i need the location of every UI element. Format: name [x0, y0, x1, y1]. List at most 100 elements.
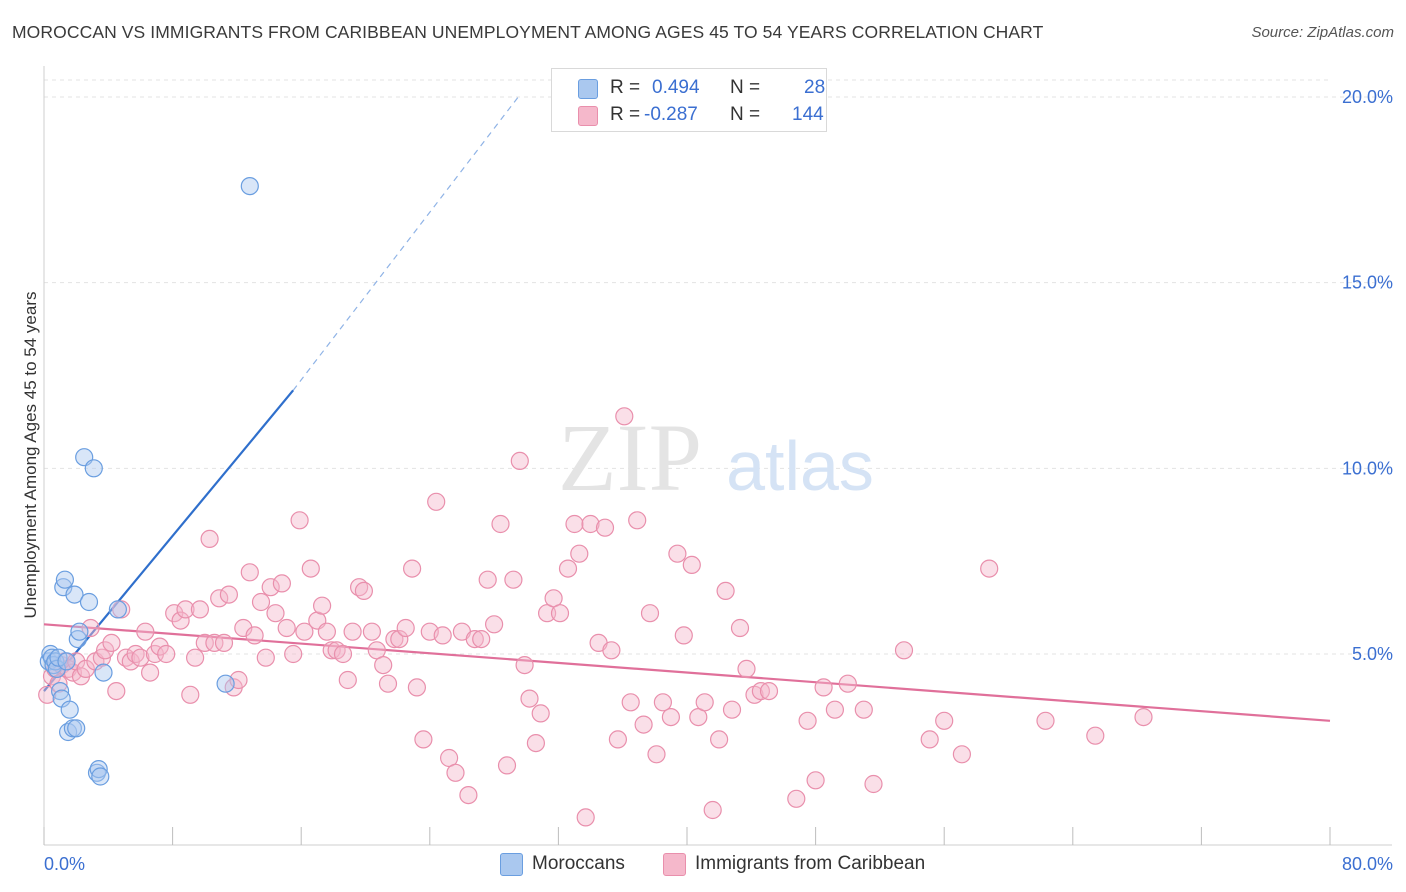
point-caribbean: [171, 611, 190, 630]
point-caribbean: [181, 685, 200, 704]
point-caribbean: [407, 678, 426, 697]
point-caribbean: [446, 763, 465, 782]
point-caribbean: [787, 789, 806, 808]
point-caribbean: [722, 700, 742, 719]
point-caribbean: [1086, 726, 1105, 745]
point-caribbean: [608, 730, 628, 749]
point-caribbean: [558, 559, 578, 578]
point-caribbean: [537, 604, 557, 623]
point-caribbean: [894, 641, 914, 660]
point-caribbean: [864, 774, 883, 794]
point-caribbean: [81, 618, 100, 638]
point-caribbean: [478, 570, 497, 589]
data-points: [38, 177, 1153, 827]
y-tick-label: 5.0%: [1352, 644, 1393, 664]
point-caribbean: [565, 514, 584, 534]
point-caribbean: [576, 808, 595, 827]
point-caribbean: [550, 604, 570, 623]
point-moroccans: [57, 652, 76, 671]
point-caribbean: [952, 745, 972, 764]
point-caribbean: [403, 559, 422, 578]
point-caribbean: [459, 785, 478, 805]
legend-swatch-blue: [578, 79, 598, 99]
point-caribbean: [814, 678, 833, 697]
point-caribbean: [485, 615, 504, 634]
point-caribbean: [531, 704, 550, 723]
n-value: 144: [792, 104, 824, 125]
point-caribbean: [647, 745, 666, 764]
point-caribbean: [520, 689, 539, 708]
point-moroccans: [70, 622, 89, 641]
point-caribbean: [716, 581, 735, 601]
point-caribbean: [695, 693, 714, 712]
point-caribbean: [107, 681, 126, 701]
point-caribbean: [935, 711, 954, 730]
point-caribbean: [95, 641, 115, 660]
point-caribbean: [510, 451, 529, 470]
point-caribbean: [322, 641, 341, 660]
legend-label: Moroccans: [532, 853, 625, 874]
point-moroccans: [55, 570, 75, 589]
point-caribbean: [640, 604, 660, 623]
chart-title: MOROCCAN VS IMMIGRANTS FROM CARIBBEAN UN…: [12, 22, 1044, 42]
point-caribbean: [374, 655, 393, 675]
point-caribbean: [333, 644, 353, 664]
point-caribbean: [472, 629, 491, 649]
point-caribbean: [581, 514, 600, 534]
point-caribbean: [570, 544, 589, 563]
point-caribbean: [653, 693, 673, 712]
point-caribbean: [433, 626, 452, 645]
point-caribbean: [157, 644, 176, 664]
point-moroccans: [67, 719, 86, 738]
point-caribbean: [301, 559, 320, 578]
point-caribbean: [261, 578, 280, 597]
point-caribbean: [798, 711, 817, 730]
watermark-atlas: atlas: [726, 427, 874, 505]
point-caribbean: [737, 659, 756, 679]
source-label: Source: ZipAtlas.com: [1251, 24, 1394, 41]
legend-swatch-blue: [500, 853, 523, 876]
point-caribbean: [240, 563, 259, 582]
point-moroccans: [84, 459, 103, 478]
point-caribbean: [295, 622, 314, 641]
point-caribbean: [378, 674, 398, 693]
point-caribbean: [343, 622, 362, 641]
point-caribbean: [825, 700, 845, 719]
point-moroccans: [216, 674, 235, 693]
x-tick-label: 80.0%: [1342, 854, 1393, 874]
y-tick-label: 20.0%: [1342, 87, 1393, 107]
point-caribbean: [136, 622, 155, 641]
point-caribbean: [634, 715, 653, 734]
point-caribbean: [362, 622, 381, 641]
point-moroccans: [68, 629, 87, 649]
point-moroccans: [54, 578, 73, 597]
point-caribbean: [313, 596, 332, 615]
point-caribbean: [165, 604, 184, 623]
point-caribbean: [682, 555, 701, 575]
point-moroccans: [94, 663, 113, 682]
point-caribbean: [838, 674, 857, 693]
point-caribbean: [920, 730, 939, 749]
trend-line-caribbean: [43, 623, 1331, 722]
point-caribbean: [1036, 711, 1055, 730]
point-caribbean: [615, 407, 634, 426]
point-caribbean: [806, 771, 825, 790]
y-tick-label: 10.0%: [1342, 458, 1393, 478]
point-moroccans: [91, 767, 110, 786]
point-caribbean: [317, 622, 336, 641]
axes: [43, 66, 1392, 846]
x-tick-label: 0.0%: [44, 854, 85, 874]
point-caribbean: [854, 700, 873, 719]
n-label: N =: [730, 104, 761, 125]
point-caribbean: [210, 589, 229, 608]
point-caribbean: [414, 730, 433, 749]
stats-legend: R = 0.494 N = 28 R = -0.287 N = 144: [551, 68, 827, 132]
point-moroccans: [79, 592, 99, 612]
point-caribbean: [234, 618, 253, 638]
tick-labels: 5.0% 10.0% 15.0% 20.0% 0.0% 80.0%: [44, 87, 1393, 874]
point-caribbean: [245, 626, 264, 645]
point-caribbean: [251, 592, 271, 612]
point-caribbean: [200, 529, 219, 549]
point-caribbean: [176, 600, 195, 619]
